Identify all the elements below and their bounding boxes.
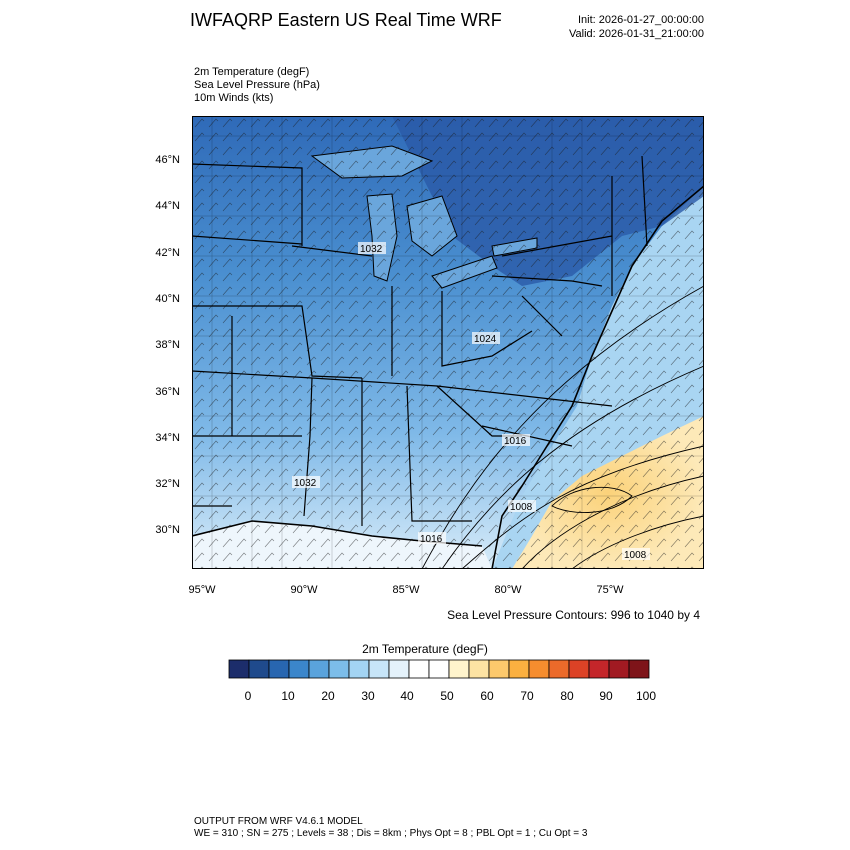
- colorbar-swatch: [628, 659, 650, 679]
- colorbar-swatch: [248, 659, 270, 679]
- lat-label-30: 30°N: [155, 524, 180, 536]
- pressure-label-1032-south: 1032: [294, 478, 317, 489]
- colorbar-swatch: [548, 659, 570, 679]
- colorbar-swatch: [328, 659, 350, 679]
- colorbar-tick-30: 30: [361, 689, 375, 703]
- colorbar-swatch: [608, 659, 630, 679]
- pressure-label-1016-south: 1016: [420, 534, 443, 545]
- pressure-label-1008-west: 1008: [510, 502, 533, 513]
- field-label-pressure: Sea Level Pressure (hPa): [194, 79, 320, 91]
- colorbar-tick-90: 90: [599, 689, 613, 703]
- lat-label-46: 46°N: [155, 154, 180, 166]
- colorbar-swatch: [488, 659, 510, 679]
- contours-note: Sea Level Pressure Contours: 996 to 1040…: [447, 608, 700, 622]
- colorbar-tick-20: 20: [321, 689, 335, 703]
- colorbar-swatch: [388, 659, 410, 679]
- colorbar-swatch: [288, 659, 310, 679]
- wind-barbs: [192, 116, 704, 569]
- footer-model: OUTPUT FROM WRF V4.6.1 MODEL: [194, 816, 363, 827]
- lat-label-42: 42°N: [155, 247, 180, 259]
- lon-label-90: 90°W: [290, 584, 318, 596]
- lat-label-34: 34°N: [155, 432, 180, 444]
- colorbar-swatch: [408, 659, 430, 679]
- colorbar-title: 2m Temperature (degF): [362, 642, 488, 656]
- colorbar-swatch: [448, 659, 470, 679]
- lat-label-44: 44°N: [155, 200, 180, 212]
- colorbar-swatch: [428, 659, 450, 679]
- colorbar-swatch: [228, 659, 250, 679]
- colorbar-tick-40: 40: [400, 689, 414, 703]
- colorbar-swatch: [508, 659, 530, 679]
- map-frame: [192, 116, 704, 569]
- lon-label-95: 95°W: [188, 584, 216, 596]
- colorbar-swatch: [348, 659, 370, 679]
- colorbar-tick-50: 50: [440, 689, 454, 703]
- pressure-label-1032-north: 1032: [360, 244, 383, 255]
- lat-label-32: 32°N: [155, 478, 180, 490]
- colorbar-swatch: [528, 659, 550, 679]
- colorbar-swatch: [568, 659, 590, 679]
- colorbar-tick-0: 0: [244, 689, 252, 703]
- pressure-contours: [421, 285, 704, 569]
- colorbar-tick-10: 10: [281, 689, 295, 703]
- valid-time: Valid: 2026-01-31_21:00:00: [569, 28, 704, 40]
- colorbar-tick-100: 100: [635, 689, 657, 703]
- pressure-label-1024: 1024: [474, 334, 497, 345]
- colorbar-swatch: [588, 659, 610, 679]
- colorbar-tick-60: 60: [480, 689, 494, 703]
- footer-config: WE = 310 ; SN = 275 ; Levels = 38 ; Dis …: [194, 828, 588, 839]
- colorbar-swatch: [368, 659, 390, 679]
- colorbar-swatch: [468, 659, 490, 679]
- lat-label-38: 38°N: [155, 339, 180, 351]
- lon-label-80: 80°W: [494, 584, 522, 596]
- field-label-winds: 10m Winds (kts): [194, 92, 274, 104]
- lon-label-75: 75°W: [596, 584, 624, 596]
- weather-map: 1032 1024 1016 1032 1008 1016 1008: [192, 116, 704, 569]
- lat-label-40: 40°N: [155, 293, 180, 305]
- county-lines: [192, 116, 704, 569]
- field-label-temperature: 2m Temperature (degF): [194, 66, 310, 78]
- lon-label-85: 85°W: [392, 584, 420, 596]
- colorbar: [228, 659, 650, 679]
- colorbar-swatch: [308, 659, 330, 679]
- pressure-label-1008-east: 1008: [624, 550, 647, 561]
- pressure-label-1016-east: 1016: [504, 436, 527, 447]
- colorbar-swatch: [268, 659, 290, 679]
- colorbar-tick-70: 70: [520, 689, 534, 703]
- pressure-labels: 1032 1024 1016 1032 1008 1016 1008: [292, 242, 650, 561]
- colorbar-tick-80: 80: [560, 689, 574, 703]
- chart-title: IWFAQRP Eastern US Real Time WRF: [190, 10, 502, 30]
- init-time: Init: 2026-01-27_00:00:00: [578, 14, 704, 26]
- lat-label-36: 36°N: [155, 386, 180, 398]
